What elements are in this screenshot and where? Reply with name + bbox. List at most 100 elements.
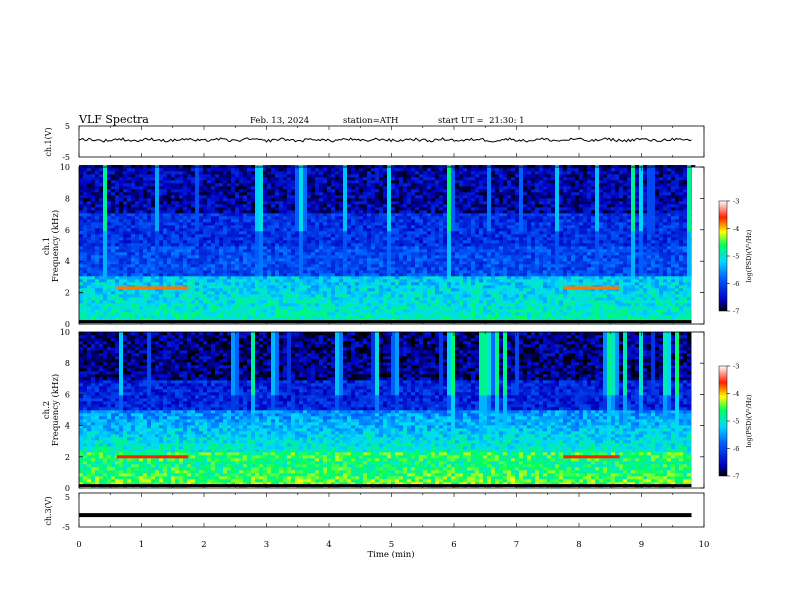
- ch1-spectrogram-cell: [515, 237, 520, 241]
- ch1-spectrogram-cell: [363, 255, 368, 259]
- ch1-spectrogram-cell: [227, 264, 232, 268]
- ch1-spectrogram-cell: [203, 306, 208, 310]
- ch1-spectrogram-cell: [543, 279, 548, 283]
- ch1-spectrogram-cell: [419, 234, 424, 238]
- ch1-spectrogram-cell: [591, 237, 596, 241]
- ch1-spectrogram-cell: [243, 261, 248, 265]
- ch1-spectrogram-cell: [531, 249, 536, 253]
- ch1-spectrogram-cell: [607, 294, 612, 298]
- ch1-spectrogram-cell: [167, 309, 172, 313]
- ch1-spectrogram-cell: [227, 285, 232, 289]
- ch1-spectrogram-cell: [247, 246, 252, 250]
- ch1-spectrogram-cell: [399, 291, 404, 295]
- ch1-spectrogram-cell: [159, 315, 164, 319]
- ch1-spectrogram-cell: [179, 291, 184, 295]
- ch1-spectrogram-cell: [611, 243, 616, 247]
- ch1-spectrogram-cell: [399, 273, 404, 277]
- ch1-spectrogram-cell: [627, 231, 632, 235]
- ch1-spectrogram-cell: [347, 312, 352, 316]
- ch1-spectrogram-cell: [591, 294, 596, 298]
- ch1-spectrogram-cell: [331, 315, 336, 319]
- ch1-spectrogram-cell: [431, 288, 436, 292]
- ch1-spectrogram-cell: [387, 273, 392, 277]
- ch1-spectrogram-cell: [303, 312, 308, 316]
- ch1-spectrogram-cell: [119, 315, 124, 319]
- ch1-spectrogram-cell: [463, 261, 468, 265]
- ch1-spectrogram-cell: [363, 240, 368, 244]
- ch1-spectrogram-cell: [115, 240, 120, 244]
- ch1-spectrogram-cell: [79, 237, 84, 241]
- ch1-spectrogram-cell: [275, 249, 280, 253]
- ch1-spectrogram-cell: [203, 228, 208, 232]
- ch1-spectrogram-cell: [611, 291, 616, 295]
- ch1-spectrogram-cell: [575, 240, 580, 244]
- ch1-spectrogram-cell: [659, 303, 664, 307]
- ch1-spectrogram-cell: [179, 261, 184, 265]
- ch1-spectrogram-cell: [631, 237, 636, 241]
- ch1-spectrogram-cell: [631, 267, 636, 271]
- ch1-spectrogram-cell: [107, 297, 112, 301]
- ch1-spectrogram-cell: [435, 264, 440, 268]
- ch1-spectrogram-cell: [107, 240, 112, 244]
- ch1-spectrogram-cell: [539, 291, 544, 295]
- ch1-spectrogram-cell: [267, 252, 272, 256]
- ch1-spectrogram-cell: [659, 285, 664, 289]
- ch1-spectrogram-cell: [343, 249, 348, 253]
- ch1-spectrogram-cell: [211, 306, 216, 310]
- ch1-spectrogram-cell: [607, 264, 612, 268]
- ch1-spectrogram-cell: [303, 261, 308, 265]
- ch1-spectrogram-cell: [331, 294, 336, 298]
- ch1-spectrogram-cell: [687, 228, 692, 232]
- ch1-spectrogram-cell: [119, 291, 124, 295]
- ch1-spectrogram-cell: [147, 297, 152, 301]
- ch1-spectrogram-cell: [603, 261, 608, 265]
- ch1-spectrogram-cell: [667, 240, 672, 244]
- ch1-spectrogram-cell: [427, 279, 432, 283]
- ch1-spectrogram-cell: [431, 309, 436, 313]
- ch1-spectrogram-cell: [175, 282, 180, 286]
- ch1-spectrogram-cell: [191, 315, 196, 319]
- ch1-spectrogram-cell: [263, 258, 268, 262]
- ch1-spectrogram-cell: [187, 282, 192, 286]
- ch1-spectrogram-cell: [207, 279, 212, 283]
- ch1-spectrogram-cell: [231, 291, 236, 295]
- ch1-spectrogram-cell: [99, 225, 104, 229]
- ch1-spectrogram-cell: [555, 249, 560, 253]
- ch1-spectrogram-cell: [655, 309, 660, 313]
- ch1-spectrogram-cell: [159, 288, 164, 292]
- ch1-spectrogram-cell: [183, 279, 188, 283]
- ch1-spectrogram-cell: [187, 306, 192, 310]
- ch1-spectrogram-cell: [431, 297, 436, 301]
- ch1-spectrogram-cell: [459, 246, 464, 250]
- ch1-spectrogram-cell: [483, 276, 488, 280]
- ch1-spectrogram-cell: [503, 267, 508, 271]
- ch1-spectrogram-cell: [143, 267, 148, 271]
- ch1-spectrogram-cell: [295, 276, 300, 280]
- ch1-spectrogram-cell: [687, 246, 692, 250]
- ch1-spectrogram-cell: [91, 303, 96, 307]
- ch1-spectrogram-cell: [515, 294, 520, 298]
- ch1-spectrogram-cell: [363, 303, 368, 307]
- ch1-spectrogram-cell: [203, 291, 208, 295]
- ch1-spectrogram-cell: [347, 303, 352, 307]
- ch1-spectrogram-cell: [435, 291, 440, 295]
- ch1-spectrogram-cell: [447, 261, 452, 265]
- ch1-spectrogram-cell: [659, 231, 664, 235]
- ch1-spectrogram-cell: [151, 279, 156, 283]
- ch1-spectrogram-cell: [259, 285, 264, 289]
- ch1-spectrogram-cell: [327, 300, 332, 304]
- ch1-spectrogram-cell: [467, 303, 472, 307]
- ch1-spectrogram-cell: [535, 270, 540, 274]
- ch1-spectrogram-cell: [267, 303, 272, 307]
- ch1-spectrogram-cell: [519, 252, 524, 256]
- ch1-spectrogram-cell: [479, 303, 484, 307]
- ch1-spectrogram-cell: [323, 228, 328, 232]
- ch1-spectrogram-cell: [271, 255, 276, 259]
- ch1-spectrogram-cell: [207, 243, 212, 247]
- ch1-spectrogram-cell: [131, 234, 136, 238]
- ch1-spectrogram-cell: [199, 270, 204, 274]
- ch1-spectrogram-cell: [559, 315, 564, 319]
- ch1-spectrogram-cell: [447, 267, 452, 271]
- ch1-spectrogram-cell: [263, 282, 268, 286]
- ch1-spectrogram-cell: [147, 288, 152, 292]
